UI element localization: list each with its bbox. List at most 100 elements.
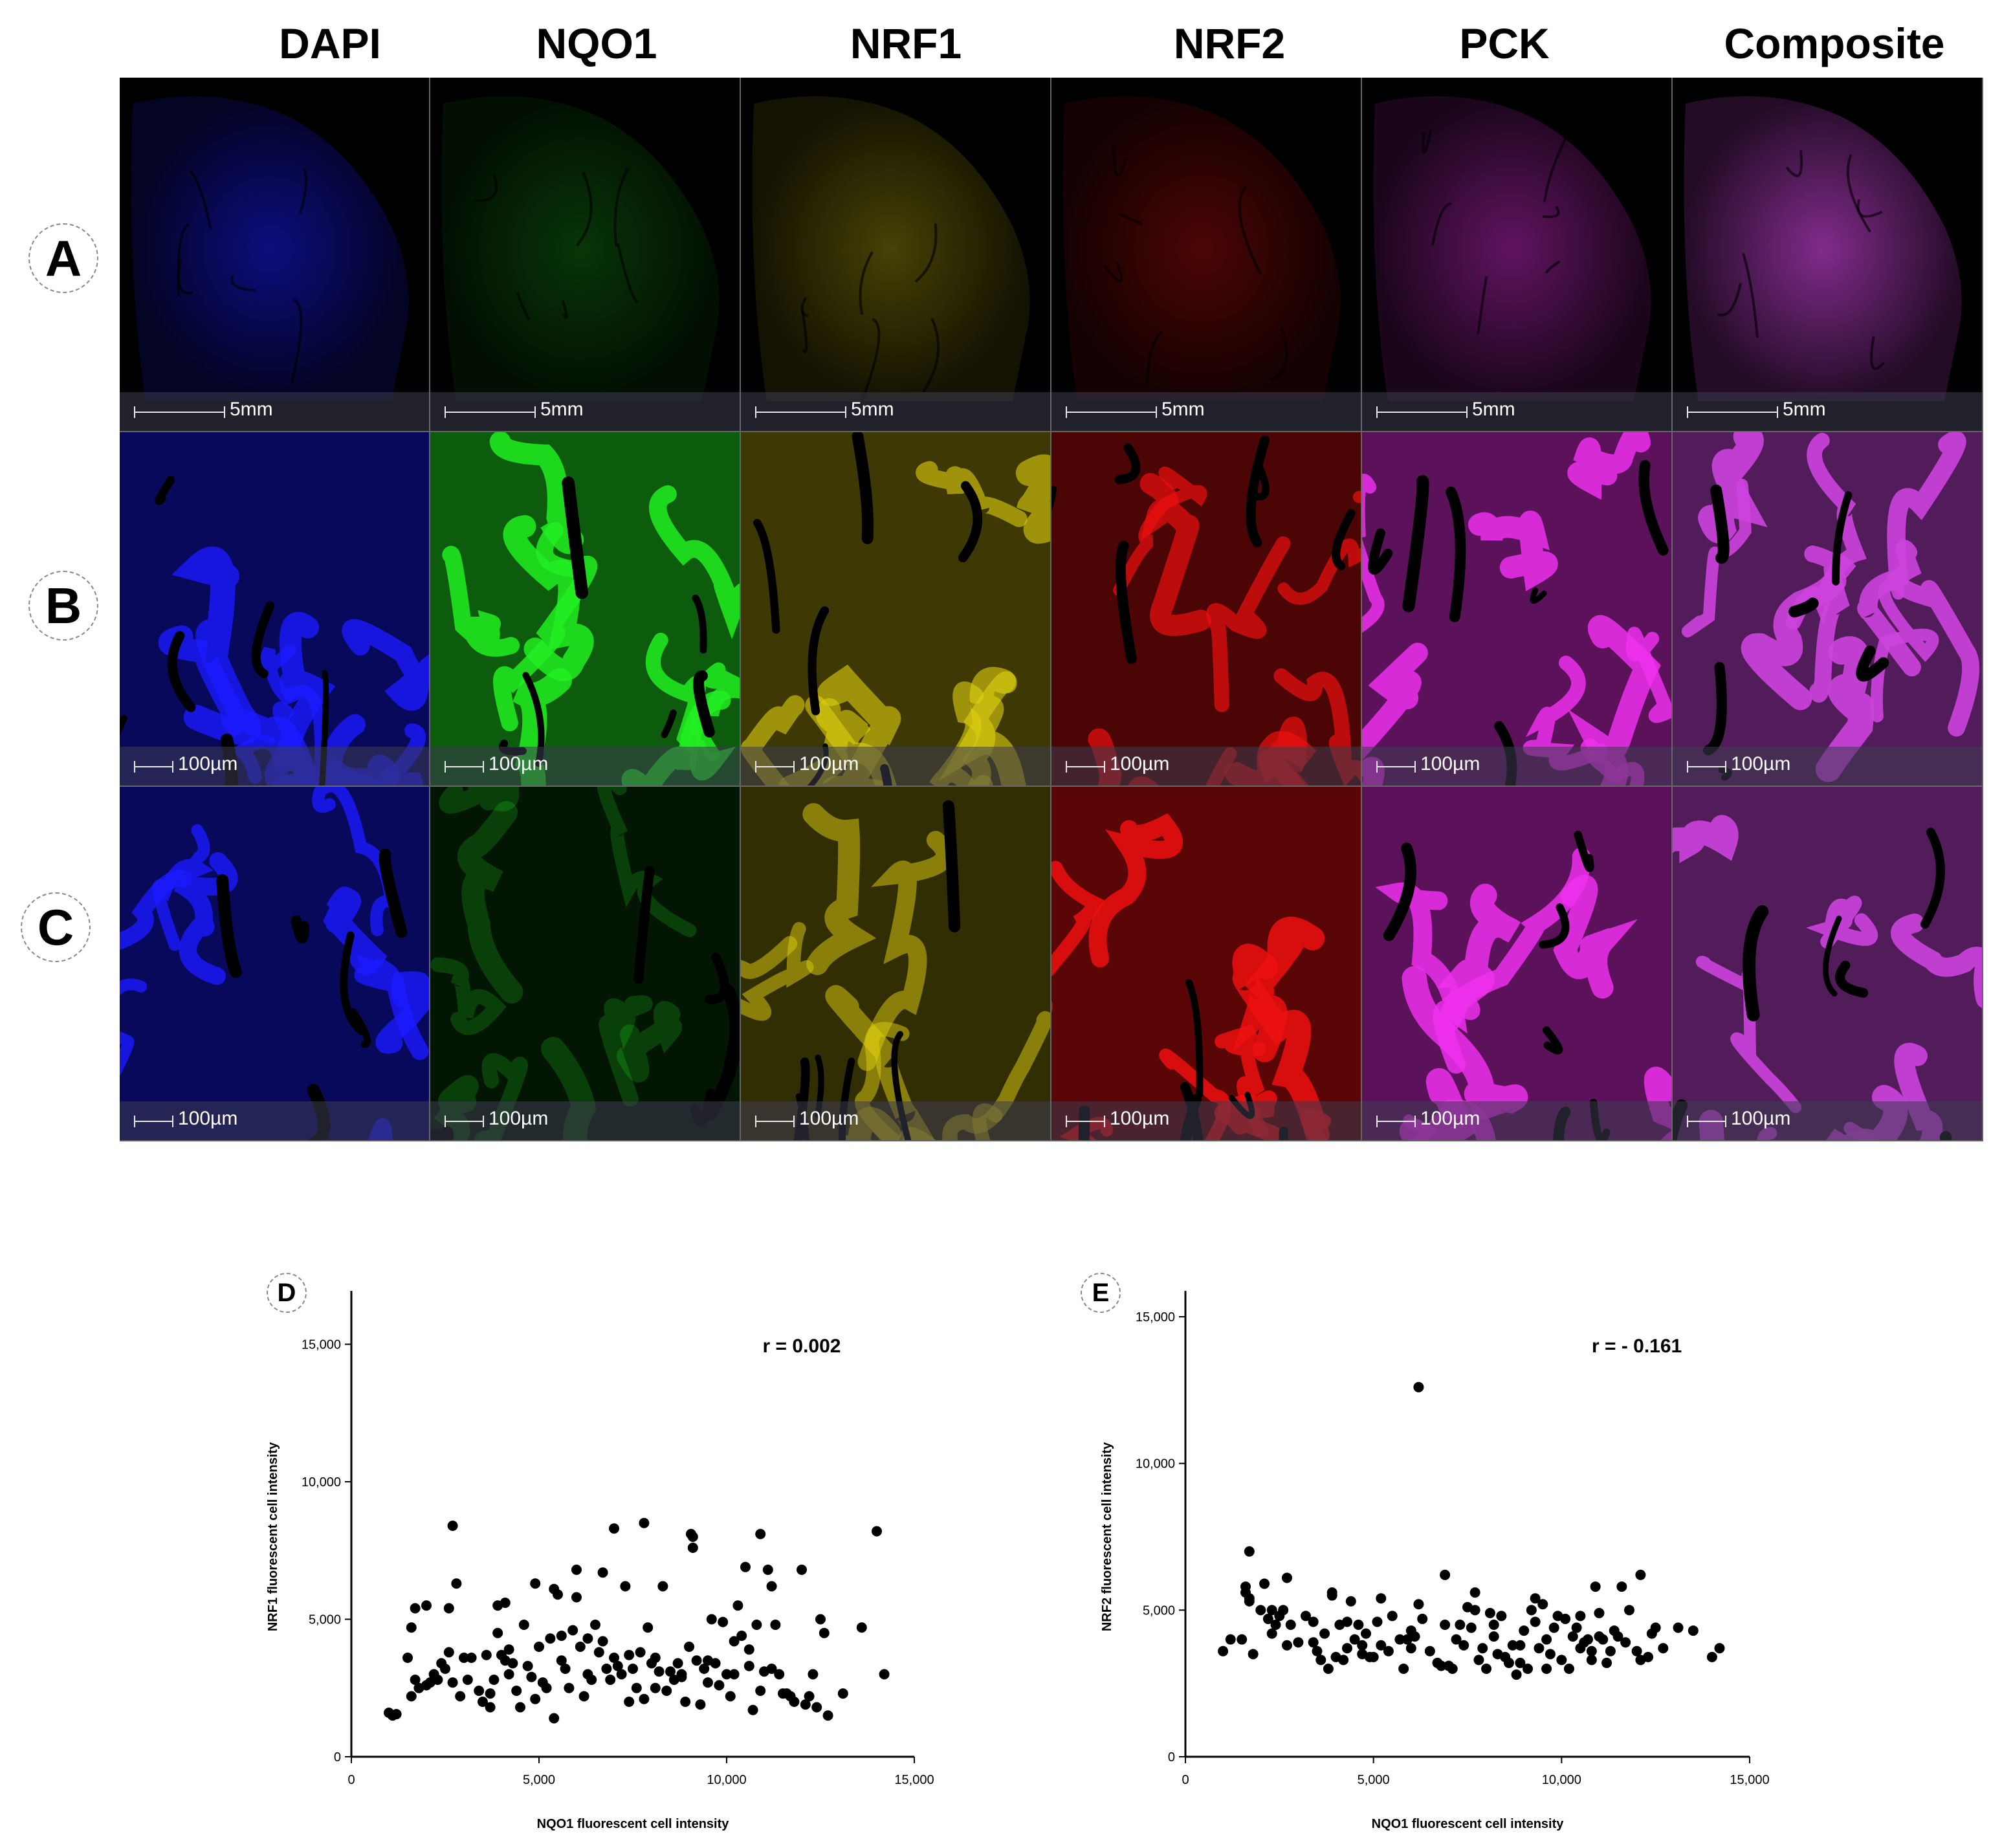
panel-c-nrf1: 100µm: [741, 787, 1050, 1140]
data-point: [511, 1686, 522, 1696]
data-point: [586, 1675, 597, 1685]
scale-bar-line: [134, 761, 173, 773]
data-point: [578, 1691, 589, 1702]
panel-c-composite: 100µm: [1673, 787, 1982, 1140]
data-point: [421, 1680, 432, 1691]
panel-c-nqo1: 100µm: [430, 787, 740, 1140]
data-point: [620, 1581, 631, 1592]
scale-bar: 100µm: [120, 747, 429, 786]
data-point: [800, 1699, 811, 1710]
scale-bar-label: 100µm: [1420, 1108, 1480, 1129]
data-point: [736, 1631, 747, 1641]
scale-bar-line: [1687, 406, 1778, 418]
data-point: [485, 1688, 496, 1699]
scale-bar: 100µm: [741, 747, 1050, 786]
data-point: [774, 1669, 785, 1680]
data-point: [567, 1625, 578, 1636]
scale-bar-line: [755, 1116, 795, 1127]
data-point: [755, 1528, 766, 1539]
data-point: [575, 1642, 586, 1652]
data-point: [455, 1691, 466, 1702]
scale-bar-label: 100µm: [489, 1108, 549, 1129]
data-point: [837, 1688, 848, 1699]
data-point: [743, 1660, 754, 1671]
scale-bar-label: 5mm: [1161, 399, 1205, 420]
panel-a-composite: 5mm: [1673, 78, 1982, 431]
scale-bar: 100µm: [1673, 747, 1982, 786]
data-point: [755, 1686, 766, 1696]
data-point: [421, 1600, 432, 1611]
scale-bar-label: 100µm: [1110, 753, 1170, 775]
scale-bar-line: [445, 761, 484, 773]
data-point: [530, 1578, 541, 1589]
panel-b-dapi: 100µm: [120, 432, 429, 786]
data-point: [440, 1664, 450, 1674]
column-header-nrf2: NRF2: [1173, 19, 1286, 67]
data-point: [639, 1693, 650, 1704]
data-point: [657, 1581, 668, 1592]
data-point: [582, 1633, 593, 1644]
data-point: [804, 1691, 815, 1702]
scale-bar-line: [1376, 761, 1416, 773]
y-tick-label: 0: [334, 1750, 341, 1765]
row-label-a: A: [28, 223, 98, 293]
data-point: [500, 1655, 511, 1666]
data-point: [624, 1697, 635, 1707]
data-point: [530, 1693, 541, 1704]
data-point: [729, 1636, 740, 1647]
scale-bar-line: [755, 761, 795, 773]
data-point: [556, 1655, 567, 1666]
data-point: [406, 1622, 417, 1633]
scale-bar-label: 5mm: [851, 399, 894, 420]
data-point: [459, 1653, 469, 1663]
data-point: [515, 1702, 525, 1713]
data-point: [676, 1671, 687, 1682]
scale-bar-label: 100µm: [178, 1108, 238, 1129]
data-point: [549, 1583, 560, 1594]
data-point: [789, 1697, 800, 1707]
scale-bar-label: 100µm: [799, 753, 859, 775]
column-header-dapi: DAPI: [279, 19, 381, 67]
x-tick-label: 5,000: [523, 1773, 555, 1787]
data-point: [631, 1682, 642, 1693]
data-point: [740, 1561, 751, 1572]
data-point: [443, 1603, 454, 1614]
scale-bar-line: [1066, 1116, 1105, 1127]
data-point: [766, 1664, 777, 1674]
data-point: [650, 1682, 661, 1693]
data-point: [571, 1592, 582, 1603]
data-point: [432, 1675, 443, 1685]
data-point: [500, 1598, 511, 1608]
scale-bar-label: 100µm: [799, 1108, 859, 1129]
data-point: [597, 1636, 608, 1647]
data-point: [811, 1702, 822, 1713]
scale-bar: 100µm: [430, 747, 740, 786]
data-point: [872, 1526, 882, 1537]
data-point: [815, 1614, 826, 1625]
data-point: [402, 1653, 413, 1663]
data-point: [601, 1664, 612, 1674]
scale-bar: 5mm: [430, 392, 740, 431]
plot-label-e: E: [1081, 1273, 1121, 1313]
data-point: [819, 1627, 830, 1638]
data-point: [747, 1704, 758, 1715]
data-point: [687, 1532, 698, 1542]
data-point: [822, 1710, 833, 1721]
data-point: [879, 1669, 890, 1680]
data-point: [616, 1669, 627, 1680]
data-point: [654, 1666, 665, 1677]
scale-bar: 100µm: [1051, 1101, 1361, 1140]
data-point: [526, 1671, 537, 1682]
data-point: [605, 1675, 616, 1685]
data-point: [725, 1691, 736, 1702]
data-point: [721, 1669, 732, 1680]
panel-c-dapi: 100µm: [120, 787, 429, 1140]
correlation-annotation: r = 0.002: [763, 1336, 841, 1357]
scale-bar-line: [445, 406, 536, 418]
plot-label-d: D: [267, 1273, 307, 1313]
scale-bar: 5mm: [741, 392, 1050, 431]
data-point: [503, 1669, 514, 1680]
data-point: [732, 1600, 743, 1611]
data-point: [406, 1691, 417, 1702]
data-point: [597, 1567, 608, 1578]
